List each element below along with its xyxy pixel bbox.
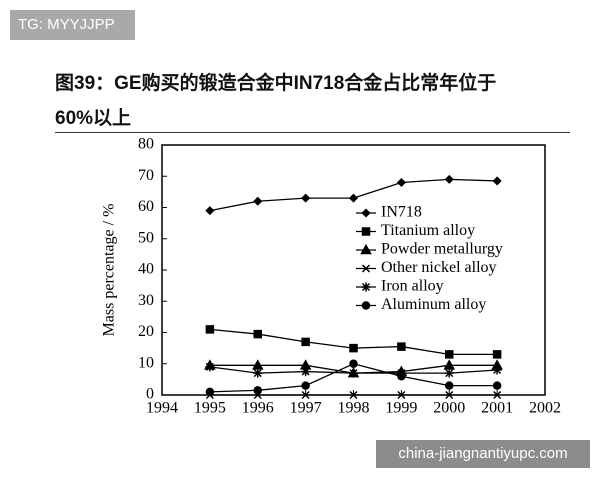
data-point — [445, 390, 454, 400]
data-point — [253, 196, 263, 206]
watermark: china-jiangnantiyupc.com — [376, 440, 590, 468]
data-point — [301, 390, 310, 400]
data-point — [492, 350, 502, 359]
data-point — [397, 390, 406, 400]
x-tick-label: 1997 — [290, 400, 322, 417]
legend-label: Powder metallurgy — [381, 241, 503, 258]
y-tick-label: 60 — [138, 198, 154, 215]
data-point — [492, 176, 502, 186]
y-tick-label: 10 — [138, 354, 154, 371]
data-point — [301, 193, 311, 203]
data-point — [396, 177, 406, 188]
data-point — [397, 372, 406, 381]
data-point — [253, 386, 263, 395]
data-point — [301, 337, 310, 347]
legend-label: Other nickel alloy — [381, 259, 497, 276]
y-tick-label: 20 — [138, 323, 154, 340]
x-tick-label: 2000 — [433, 400, 465, 417]
data-point — [444, 368, 454, 378]
x-tick-label: 1994 — [146, 400, 178, 417]
x-tick-label: 1998 — [338, 400, 370, 417]
legend-label: Aluminum alloy — [381, 296, 486, 313]
data-point — [492, 365, 502, 375]
data-point — [493, 390, 502, 400]
title-line: 图39：GE购买的锻造合金中IN718合金占比常年位于 — [55, 73, 497, 94]
title: 图39：GE购买的锻造合金中IN718合金占比常年位于 60%以上 — [55, 66, 496, 136]
data-point — [349, 368, 358, 378]
y-tick-label: 50 — [138, 229, 154, 246]
legend-label: Iron alloy — [381, 278, 444, 295]
y-tick-label: 70 — [138, 167, 154, 184]
divider — [55, 132, 570, 133]
legend-marker — [360, 243, 372, 255]
data-point — [349, 343, 358, 353]
legend-marker — [361, 208, 371, 218]
y-tick-label: 40 — [138, 261, 154, 278]
data-point — [301, 381, 310, 390]
x-tick-label: 1996 — [242, 400, 274, 417]
y-tick-label: 80 — [138, 136, 154, 153]
x-tick-label: 1999 — [385, 400, 417, 417]
x-tick-label: 2002 — [529, 400, 561, 417]
legend-label: Titanium alloy — [381, 222, 475, 239]
data-point — [205, 206, 215, 216]
data-point — [348, 193, 359, 203]
legend-marker — [361, 301, 371, 310]
data-point — [205, 325, 215, 334]
data-point — [397, 342, 406, 351]
data-point — [253, 368, 263, 378]
badge: TG: MYYJJPP — [10, 10, 135, 40]
data-point — [205, 362, 215, 372]
data-point — [444, 381, 454, 390]
x-tick-label: 1995 — [194, 400, 226, 417]
title-line: 60%以上 — [55, 108, 132, 129]
data-point — [445, 350, 454, 359]
y-tick-label: 30 — [138, 292, 154, 309]
legend-marker — [361, 264, 371, 273]
data-point — [349, 359, 358, 368]
data-point — [492, 381, 502, 390]
legend-label: IN718 — [381, 204, 422, 221]
data-point — [253, 329, 262, 339]
y-axis-label: Mass percentage / % — [101, 204, 118, 337]
legend-marker — [361, 282, 371, 292]
x-tick-label: 2001 — [481, 400, 513, 417]
y-tick-label: 0 — [146, 386, 154, 403]
data-point — [205, 387, 215, 397]
data-point — [301, 367, 311, 377]
legend-marker — [361, 227, 371, 236]
data-point — [444, 174, 454, 184]
data-point — [349, 390, 358, 400]
